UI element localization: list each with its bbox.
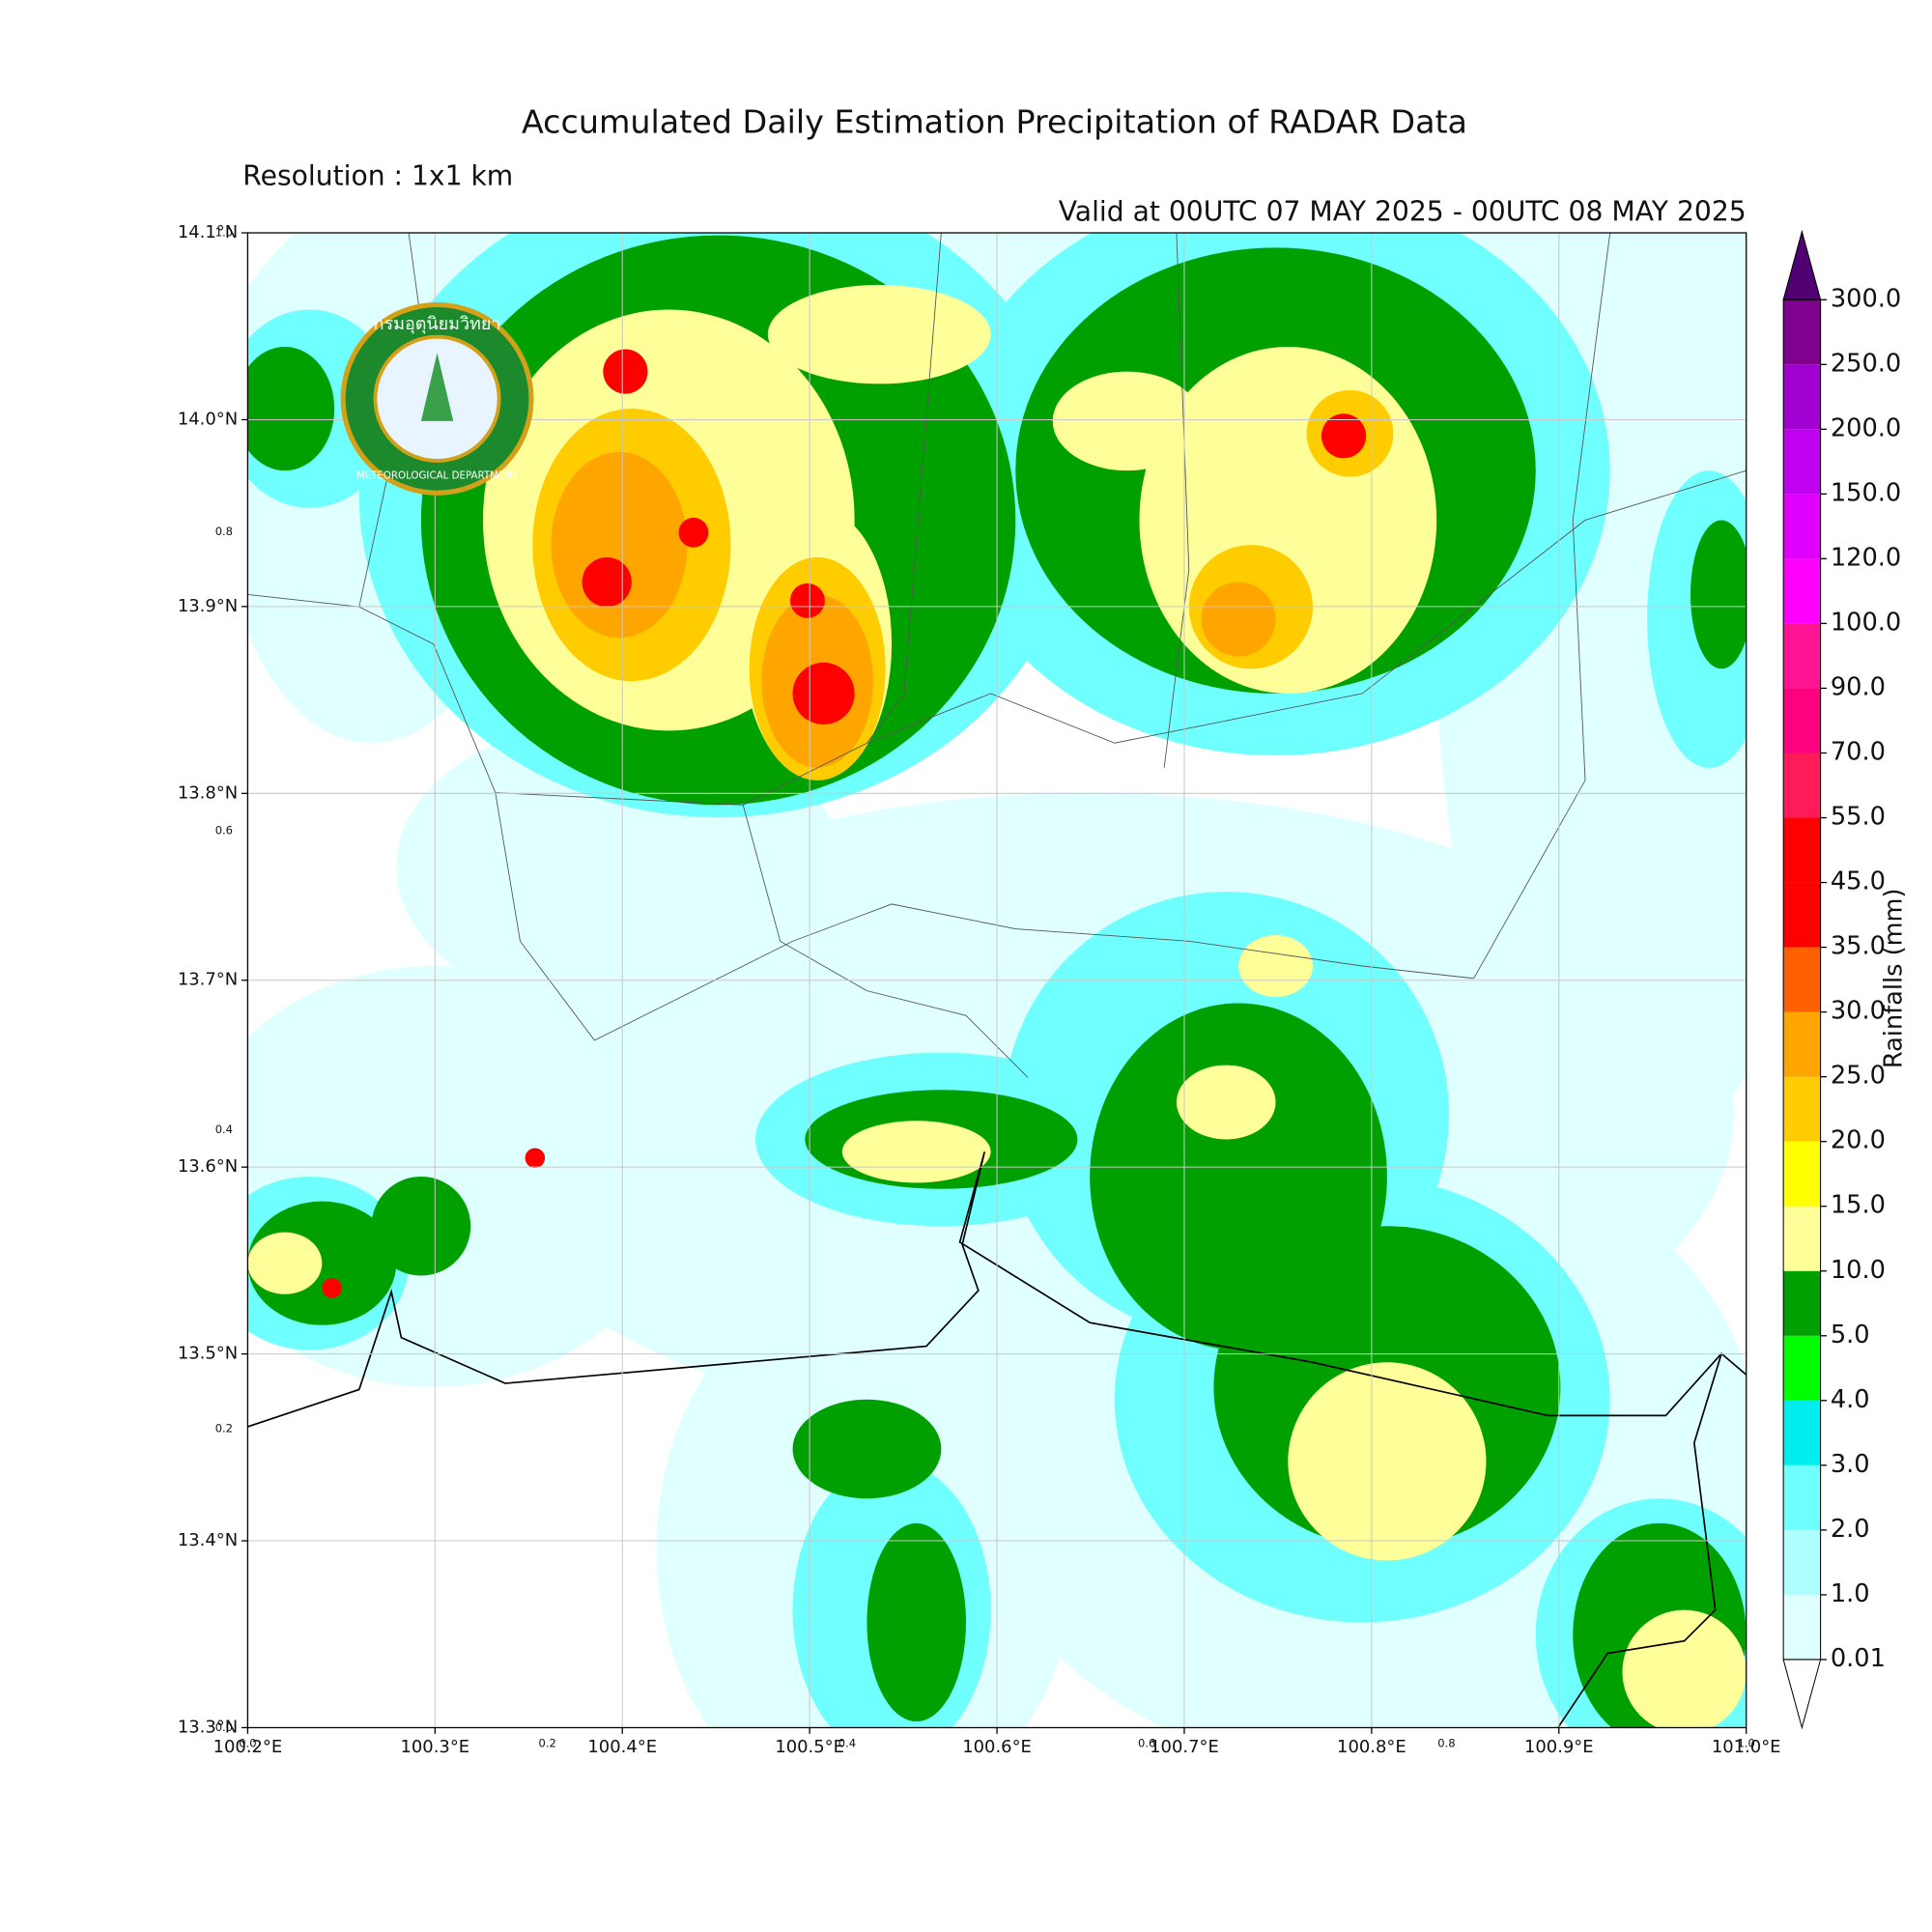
colorbar-tick-label: 45.0 [1831, 867, 1886, 896]
logo-english: METEOROLOGICAL DEPARTMENT [356, 469, 519, 481]
rain-area [322, 349, 1367, 1298]
colorbar-band [1783, 1206, 1821, 1271]
colorbar-tick-label: 25.0 [1831, 1062, 1886, 1091]
x-tick-label: 101.0°E [1712, 1737, 1781, 1757]
frame-y-label: 0.2 [215, 1421, 233, 1435]
title: Accumulated Daily Estimation Precipitati… [522, 103, 1467, 141]
colorbar-band [1783, 817, 1821, 883]
colorbar-band [1783, 1400, 1821, 1465]
colorbar-frame [1782, 298, 1822, 1661]
colorbar-band [1783, 558, 1821, 624]
colorbar-band [1783, 1141, 1821, 1207]
colorbar-band [1783, 753, 1821, 818]
logo-thai: กรมอุตุนิยมวิทยา [374, 314, 501, 334]
colorbar-tick-label: 70.0 [1831, 737, 1886, 766]
frame-x-label: 0.0 [239, 1737, 256, 1750]
frame-y-label: 0.8 [215, 525, 233, 538]
y-tick-label: 13.8°N [178, 782, 238, 803]
colorbar-tick-label: 55.0 [1831, 803, 1886, 832]
frame-y-label: 1.0 [215, 226, 233, 240]
y-tick-label: 13.7°N [178, 970, 238, 990]
colorbar-band [1783, 1529, 1821, 1595]
y-tick-label: 13.3°N [178, 1717, 238, 1737]
x-tick-label: 100.9°E [1524, 1737, 1594, 1757]
frame-x-label: 0.2 [539, 1737, 556, 1750]
y-tick-label: 13.9°N [178, 596, 238, 616]
colorbar-band [1783, 364, 1821, 430]
frame-y-label: 0.0 [215, 1720, 233, 1734]
colorbar-band [1783, 1464, 1821, 1530]
colorbar-band [1783, 1335, 1821, 1401]
y-tick-label: 14.1°N [178, 222, 238, 242]
colorbar-tick-label: 90.0 [1831, 672, 1886, 701]
colorbar-tick-label: 15.0 [1831, 1191, 1886, 1220]
colorbar-tick-label: 4.0 [1831, 1385, 1870, 1414]
x-tick-label: 100.3°E [400, 1737, 469, 1757]
colorbar-tick-label: 250.0 [1831, 349, 1901, 378]
colorbar-extend-under [1782, 1659, 1822, 1730]
logo-figure [420, 353, 454, 421]
colorbar-extend-over [1782, 229, 1822, 300]
colorbar-tick-label: 30.0 [1831, 997, 1886, 1026]
valid-time: Valid at 00UTC 07 MAY 2025 - 00UTC 08 MA… [1059, 196, 1747, 228]
resolution: Resolution : 1x1 km [242, 159, 513, 191]
colorbar-band [1783, 1594, 1821, 1660]
y-tick-label: 13.4°N [178, 1530, 238, 1550]
x-tick-label: 100.8°E [1337, 1737, 1406, 1757]
grid [246, 232, 1747, 1728]
colorbar-tick-label: 120.0 [1831, 543, 1901, 572]
x-tick-label: 100.2°E [213, 1737, 283, 1757]
colorbar-band [1783, 882, 1821, 948]
colorbar-tick-label: 200.0 [1831, 413, 1901, 442]
colorbar-band [1783, 947, 1821, 1012]
rain-field [247, 233, 1747, 1728]
frame-x-label: 0.4 [838, 1737, 856, 1750]
colorbar-tick-label: 300.0 [1831, 284, 1901, 313]
frame-x-label: 0.6 [1138, 1737, 1155, 1750]
colorbar-tick-label: 1.0 [1831, 1579, 1870, 1608]
colorbar-band [1783, 299, 1821, 365]
y-tick-label: 13.6°N [178, 1156, 238, 1177]
frame-x-label: 0.8 [1437, 1737, 1455, 1750]
colorbar-tick-label: 5.0 [1831, 1321, 1870, 1350]
colorbar-tick-label: 35.0 [1831, 932, 1886, 961]
colorbar-band [1783, 429, 1821, 495]
x-tick-label: 100.4°E [587, 1737, 657, 1757]
colorbar-tick-label: 3.0 [1831, 1450, 1870, 1479]
x-tick-label: 100.5°E [775, 1737, 844, 1757]
frame-y-label: 0.4 [215, 1122, 233, 1136]
colorbar-tick-label: 0.01 [1831, 1644, 1886, 1673]
colorbar-tick-label: 2.0 [1831, 1515, 1870, 1544]
y-tick-label: 13.5°N [178, 1344, 238, 1364]
colorbar-tick-label: 150.0 [1831, 478, 1901, 507]
x-tick-label: 100.7°E [1150, 1737, 1219, 1757]
colorbar-band [1783, 688, 1821, 753]
colorbar-tick-label: 20.0 [1831, 1126, 1886, 1155]
x-tick-label: 100.6°E [962, 1737, 1032, 1757]
logo: กรมอุตุนิยมวิทยา METEOROLOGICAL DEPARTME… [340, 301, 534, 496]
colorbar-tick-label: 10.0 [1831, 1256, 1886, 1285]
y-tick-label: 14.0°N [178, 409, 238, 429]
admin-boundary [247, 233, 1747, 1078]
colorbar-band [1783, 623, 1821, 689]
colorbar: 0.01 1.0 2.0 3.0 4.0 5.0 10.0 15.0 20.0 25.0 30.0 3… [1782, 229, 1901, 1730]
frame-x-label: 1.0 [1738, 1737, 1755, 1750]
coastline [247, 1151, 1747, 1728]
colorbar-band [1783, 494, 1821, 559]
colorbar-band [1783, 1076, 1821, 1142]
frame-y-label: 0.6 [215, 823, 233, 837]
colorbar-tick-label: 100.0 [1831, 608, 1901, 637]
colorbar-band [1783, 1011, 1821, 1077]
colorbar-band [1783, 1270, 1821, 1336]
colorbar-label: Rainfalls (mm) [1880, 888, 1909, 1068]
